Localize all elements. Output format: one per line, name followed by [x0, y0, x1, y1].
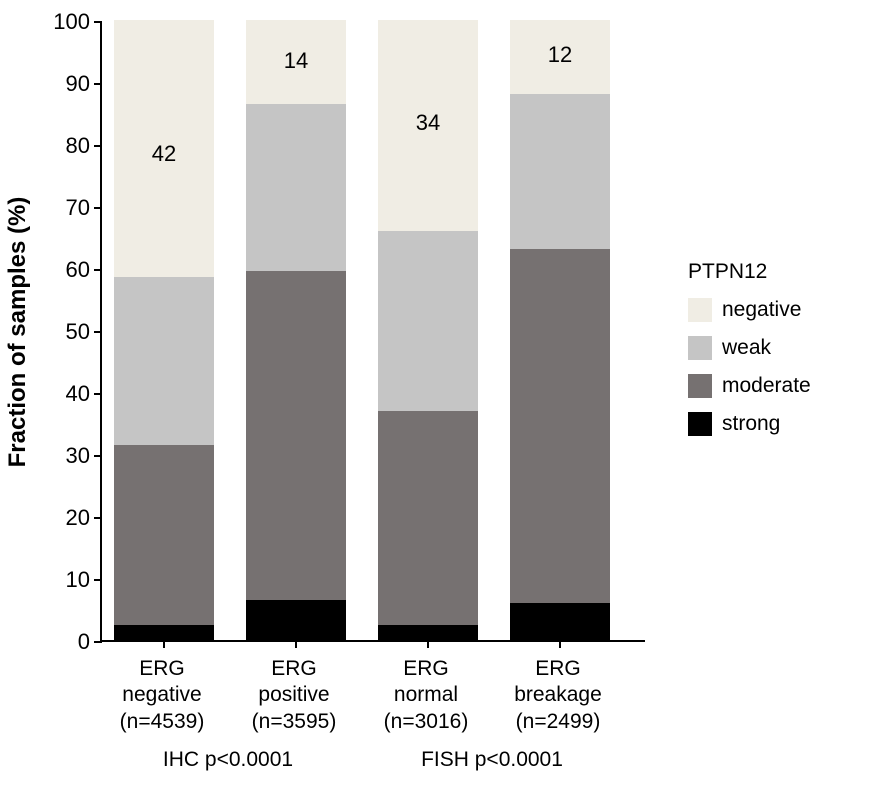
legend: PTPN12 negative weak moderate strong: [688, 260, 811, 450]
y-tick: [94, 331, 102, 333]
group-label: IHC p<0.0001: [108, 748, 348, 772]
y-tick-label: 70: [66, 195, 90, 221]
y-tick: [94, 517, 102, 519]
y-tick: [94, 145, 102, 147]
bar-top-label: 12: [510, 42, 610, 68]
x-axis-label: ERGbreakage(n=2499): [478, 656, 638, 735]
y-tick-label: 0: [78, 629, 90, 655]
bar-segment-weak: [510, 94, 610, 249]
bar-segment-strong: [510, 603, 610, 640]
legend-item-moderate: moderate: [688, 374, 811, 398]
y-tick: [94, 269, 102, 271]
y-tick: [94, 579, 102, 581]
bar-segment-moderate: [378, 411, 478, 625]
figure: 0 10 20 30 40 50 60 70 80 90 100 42 14 34 12 Fraction …: [0, 0, 896, 793]
legend-title: PTPN12: [688, 260, 811, 284]
legend-label: strong: [722, 412, 780, 436]
y-tick: [94, 393, 102, 395]
y-tick: [94, 21, 102, 23]
bar-segment-weak: [378, 231, 478, 411]
bar-segment-weak: [246, 104, 346, 271]
y-tick: [94, 455, 102, 457]
bar-top-label: 34: [378, 110, 478, 136]
legend-swatch: [688, 412, 712, 436]
legend-item-negative: negative: [688, 298, 811, 322]
y-tick-label: 20: [66, 505, 90, 531]
bar-segment-moderate: [114, 445, 214, 625]
bar-top-label: 42: [114, 141, 214, 167]
y-tick-label: 50: [66, 319, 90, 345]
bar-segment-strong: [114, 625, 214, 641]
y-tick-label: 60: [66, 257, 90, 283]
bar-segment-moderate: [510, 249, 610, 602]
bar-segment-moderate: [246, 271, 346, 600]
bar-top-label: 14: [246, 48, 346, 74]
bar-segment-strong: [246, 600, 346, 640]
bar-segment-strong: [378, 625, 478, 641]
y-tick-label: 40: [66, 381, 90, 407]
y-tick-label: 30: [66, 443, 90, 469]
legend-swatch: [688, 336, 712, 360]
y-tick-label: 90: [66, 71, 90, 97]
bar: 12: [510, 20, 610, 640]
y-axis-title: Fraction of samples (%): [4, 197, 32, 468]
x-tick: [163, 640, 165, 648]
x-tick: [295, 640, 297, 648]
y-tick-label: 100: [53, 9, 90, 35]
group-label: FISH p<0.0001: [372, 748, 612, 772]
x-tick: [427, 640, 429, 648]
y-tick: [94, 83, 102, 85]
bar: 34: [378, 20, 478, 640]
bar: 14: [246, 20, 346, 640]
legend-swatch: [688, 298, 712, 322]
plot-area: 010203040506070809010042143412: [100, 22, 645, 642]
legend-item-weak: weak: [688, 336, 811, 360]
legend-label: moderate: [722, 374, 811, 398]
bar: 42: [114, 20, 214, 640]
legend-swatch: [688, 374, 712, 398]
bar-segment-weak: [114, 277, 214, 444]
legend-label: weak: [722, 336, 771, 360]
x-tick: [559, 640, 561, 648]
y-tick-label: 10: [66, 567, 90, 593]
y-tick-label: 80: [66, 133, 90, 159]
y-tick: [94, 207, 102, 209]
y-tick: [94, 641, 102, 643]
legend-label: negative: [722, 298, 801, 322]
legend-item-strong: strong: [688, 412, 811, 436]
